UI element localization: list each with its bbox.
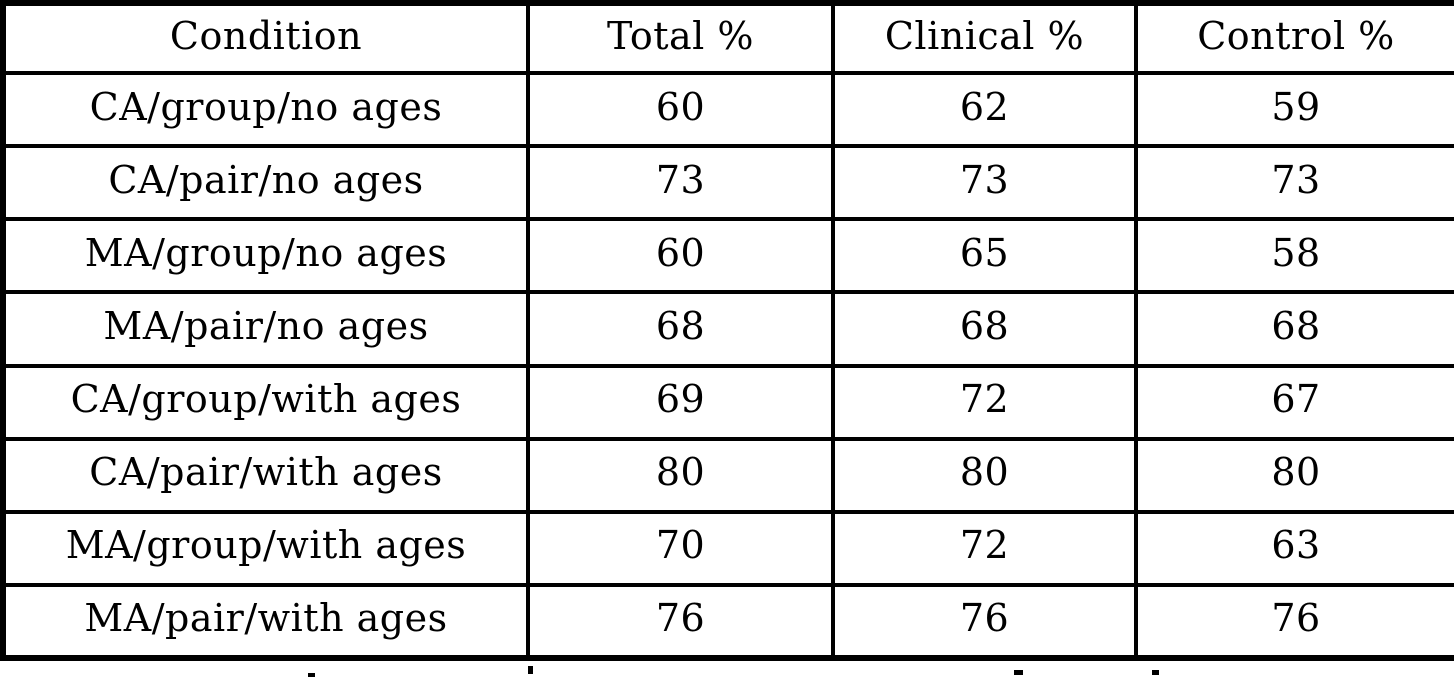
- cell-condition: CA/group/no ages: [1, 70, 530, 149]
- header-cell-clinical-pct: Clinical %: [831, 1, 1138, 75]
- cell-condition: MA/pair/no ages: [1, 290, 530, 368]
- cell-control-pct: 63: [1134, 509, 1454, 587]
- cell-clinical-pct: 65: [831, 217, 1138, 295]
- table-row: MA/group/with ages 70 72 63: [1, 509, 1454, 587]
- cell-control-pct: 68: [1134, 290, 1454, 368]
- cell-condition: CA/pair/no ages: [1, 144, 530, 222]
- cell-total-pct: 68: [526, 290, 835, 368]
- table-row: CA/pair/no ages 73 73 73: [1, 144, 1454, 222]
- scan-speck: [528, 666, 533, 674]
- cell-total-pct: 60: [526, 217, 835, 295]
- cell-control-pct: 80: [1134, 436, 1454, 514]
- header-cell-control-pct: Control %: [1134, 1, 1454, 75]
- table-row: MA/pair/no ages 68 68 68: [1, 290, 1454, 368]
- cell-control-pct: 76: [1134, 582, 1454, 661]
- cell-total-pct: 76: [526, 582, 835, 661]
- cell-clinical-pct: 62: [831, 70, 1138, 149]
- cell-clinical-pct: 72: [831, 363, 1138, 441]
- cell-total-pct: 80: [526, 436, 835, 514]
- header-row: Condition Total % Clinical % Control %: [1, 1, 1454, 75]
- table-row: CA/pair/with ages 80 80 80: [1, 436, 1454, 514]
- scan-speck: [308, 673, 315, 677]
- cell-total-pct: 70: [526, 509, 835, 587]
- results-table: Condition Total % Clinical % Control % C…: [0, 0, 1454, 661]
- header-cell-condition: Condition: [1, 1, 530, 75]
- cell-condition: MA/group/with ages: [1, 509, 530, 587]
- cell-condition: MA/group/no ages: [1, 217, 530, 295]
- cell-control-pct: 67: [1134, 363, 1454, 441]
- cell-condition: CA/pair/with ages: [1, 436, 530, 514]
- cell-condition: MA/pair/with ages: [1, 582, 530, 661]
- scan-speck: [1152, 670, 1159, 675]
- cell-clinical-pct: 80: [831, 436, 1138, 514]
- cell-total-pct: 73: [526, 144, 835, 222]
- cell-clinical-pct: 76: [831, 582, 1138, 661]
- cell-condition: CA/group/with ages: [1, 363, 530, 441]
- cell-total-pct: 69: [526, 363, 835, 441]
- cell-clinical-pct: 72: [831, 509, 1138, 587]
- table-row: MA/group/no ages 60 65 58: [1, 217, 1454, 295]
- table-row: MA/pair/with ages 76 76 76: [1, 582, 1454, 661]
- cell-clinical-pct: 68: [831, 290, 1138, 368]
- header-cell-total-pct: Total %: [526, 1, 835, 75]
- cell-clinical-pct: 73: [831, 144, 1138, 222]
- cell-control-pct: 73: [1134, 144, 1454, 222]
- cell-control-pct: 58: [1134, 217, 1454, 295]
- cell-total-pct: 60: [526, 70, 835, 149]
- table-row: CA/group/with ages 69 72 67: [1, 363, 1454, 441]
- cell-control-pct: 59: [1134, 70, 1454, 149]
- table-row: CA/group/no ages 60 62 59: [1, 70, 1454, 149]
- scan-speck: [1014, 670, 1023, 675]
